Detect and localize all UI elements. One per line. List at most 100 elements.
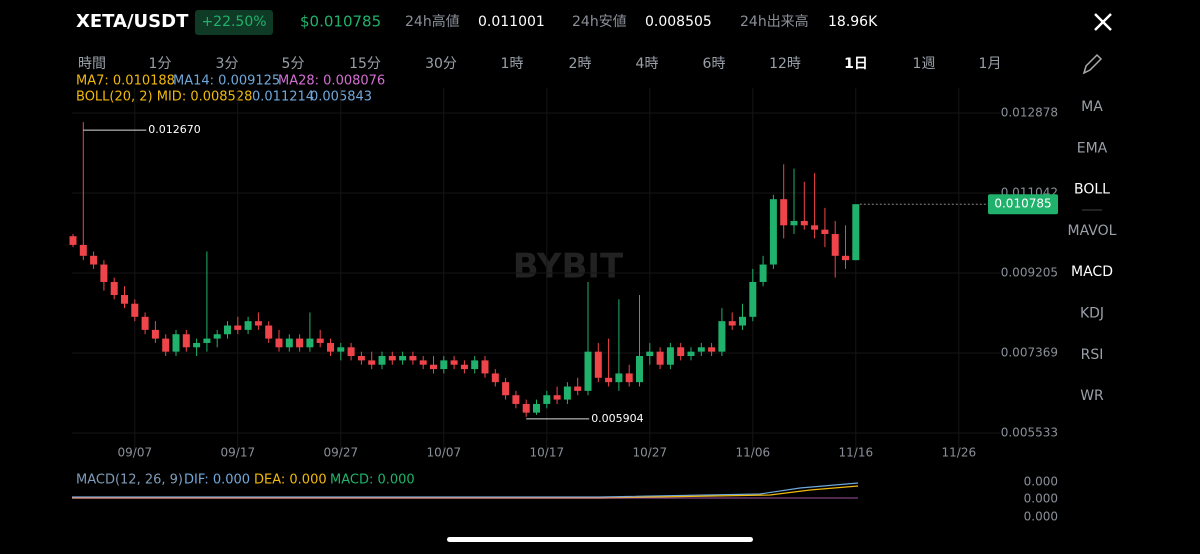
candle-body	[718, 321, 726, 352]
candle-body	[739, 316, 746, 326]
candle-body	[275, 338, 283, 348]
interval-tab[interactable]: 12時	[769, 56, 801, 72]
candle-body	[584, 351, 592, 391]
candle-body	[419, 360, 427, 365]
candle-body	[636, 356, 643, 383]
x-tick-label: 09/27	[324, 446, 359, 460]
interval-tab[interactable]: 30分	[425, 56, 457, 72]
close-button[interactable]	[1094, 13, 1112, 31]
candle-body	[440, 360, 448, 370]
candle-body	[306, 338, 314, 348]
price: $0.010785	[300, 13, 381, 31]
watermark: BYBIT	[513, 247, 624, 287]
change: +22.50%	[201, 14, 266, 30]
x-tick-label: 10/07	[427, 446, 462, 460]
candle-body	[491, 373, 499, 383]
candle-body	[388, 356, 396, 361]
draw-tool[interactable]	[1082, 53, 1103, 75]
candle-body	[512, 395, 520, 404]
candle-body	[296, 338, 304, 348]
candle-body	[79, 244, 87, 256]
interval-tab[interactable]: 1月	[979, 56, 1002, 72]
candle-body	[769, 199, 777, 265]
indicator-menu-item[interactable]: EMA	[1077, 140, 1108, 156]
indicator-menu-item[interactable]: RSI	[1081, 347, 1104, 363]
home-indicator	[447, 537, 753, 542]
candle-body	[409, 356, 417, 361]
last-price-label: 0.010785	[994, 197, 1051, 211]
indicator-menu-item[interactable]: BOLL	[1074, 182, 1110, 198]
boll-legend: BOLL(20, 2) MID: 0.008528	[76, 90, 252, 105]
candle-body	[605, 377, 613, 383]
x-tick-label: 11/16	[839, 446, 874, 460]
candle-body	[213, 334, 221, 339]
candle-body	[430, 364, 437, 370]
y-tick-label: 0.007369	[1001, 346, 1058, 360]
candle-body	[842, 255, 849, 261]
indicator-menu-item[interactable]: MACD	[1071, 264, 1113, 280]
interval-tab[interactable]: 2時	[569, 56, 592, 72]
stat-label: 24h高値	[405, 13, 460, 30]
candle-body	[543, 395, 551, 404]
candle-body	[203, 338, 211, 343]
candle-body	[368, 360, 376, 365]
indicator-menu-item[interactable]: MAVOL	[1068, 223, 1117, 239]
candle-body	[502, 382, 510, 396]
candle-body	[121, 295, 128, 304]
interval-tab[interactable]: 1日	[844, 56, 868, 72]
x-tick-label: 11/06	[736, 446, 771, 460]
interval-tab[interactable]: 6時	[703, 56, 726, 72]
candle-body	[533, 403, 540, 413]
indicator-menu-item[interactable]: MA	[1081, 99, 1103, 115]
candle-body	[677, 347, 685, 357]
macd-lines	[72, 482, 859, 499]
interval-tab[interactable]: 5分	[282, 56, 305, 72]
candle-body	[327, 342, 334, 352]
stat-value: 18.96K	[828, 14, 878, 30]
interval-tab[interactable]: 15分	[349, 56, 381, 72]
candle-body	[100, 264, 108, 282]
candle-body	[687, 351, 695, 357]
change-badge	[195, 10, 273, 35]
x-tick-label: 11/26	[942, 446, 977, 460]
candle-body	[481, 360, 489, 374]
candle-body	[522, 403, 530, 413]
candle-body	[193, 342, 201, 348]
interval-tab[interactable]: 1分	[149, 56, 172, 72]
stat-value: 0.011001	[478, 14, 545, 30]
interval-tab[interactable]: 時間	[78, 56, 106, 72]
interval-tab[interactable]: 4時	[636, 56, 659, 72]
y-tick-label: 0.005533	[1001, 425, 1058, 439]
candle-body	[656, 351, 664, 365]
candle-body	[821, 229, 829, 235]
stat-value: 0.008505	[645, 14, 712, 30]
macd-legend: MACD: 0.000	[330, 473, 415, 488]
y-tick-label: 0.009205	[1001, 266, 1058, 280]
candle-body	[234, 325, 242, 330]
high-label: 0.012670	[148, 123, 201, 136]
stat-label: 24h出来高	[740, 13, 809, 30]
candle-body	[553, 395, 561, 400]
candle-body	[224, 325, 231, 335]
interval-tab[interactable]: 1時	[501, 56, 524, 72]
pair[interactable]: XETA/USDT	[76, 11, 189, 32]
candle-body	[574, 386, 582, 391]
indicator-menu-item[interactable]: WR	[1080, 388, 1104, 404]
candle-body	[800, 220, 808, 226]
candle-body	[151, 329, 159, 339]
indicator-menu-item[interactable]: KDJ	[1080, 306, 1104, 322]
interval-tab[interactable]: 1週	[913, 56, 936, 72]
candle-body	[357, 356, 365, 361]
candle-body	[182, 334, 190, 348]
macd-legend: DIF: 0.000	[184, 473, 250, 488]
x-tick-label: 09/07	[118, 446, 153, 460]
x-tick-label: 10/27	[633, 446, 668, 460]
candle-body	[790, 220, 798, 226]
macd-legend: DEA: 0.000	[254, 473, 327, 488]
candle-body	[471, 360, 479, 370]
candle-body	[399, 356, 407, 361]
interval-tab[interactable]: 3分	[216, 56, 239, 72]
candle-body	[759, 264, 767, 282]
candle-body	[162, 338, 170, 352]
